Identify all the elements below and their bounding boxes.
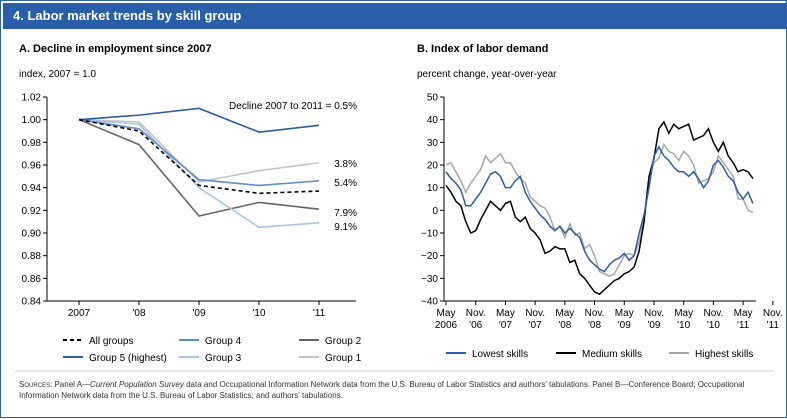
panel-b-series-line <box>445 143 754 277</box>
panel-b-y-tick-label: 50 <box>427 93 439 104</box>
sources-text-2: data and Occupational Information Networ… <box>19 380 745 400</box>
panel-a-series-line <box>78 118 320 187</box>
sources-note: Sources: Panel A—Current Population Surv… <box>19 379 774 401</box>
panel-b-x-tick-label: Nov. <box>644 308 664 319</box>
panel-b-x-tick-label: 2006 <box>435 320 458 331</box>
panel-b-x-tick-label: May <box>555 308 574 319</box>
panel-b-x-tick-label: '07 <box>499 320 512 331</box>
sources-text-1: Panel A— <box>52 380 91 389</box>
panel-a-series-line <box>78 107 320 133</box>
panel-a-legend-label: Group 1 <box>325 353 362 364</box>
panel-a-x-tick-label: '11 <box>313 308 326 319</box>
panel-a-legend-label: Group 2 <box>325 336 362 347</box>
panel-a-x-tick-label: '10 <box>252 308 265 319</box>
figure-title-bar: 4. Labor market trends by skill group <box>3 3 786 29</box>
panel-a-x-tick-label: '08 <box>132 308 145 319</box>
panel-a-x-tick-label: 2007 <box>68 308 91 319</box>
panel-b-x-tick-label: Nov. <box>585 308 605 319</box>
panel-b-x-tick-label: '08 <box>558 320 571 331</box>
panel-b-x-tick-label: '10 <box>677 320 690 331</box>
panel-a-series-line <box>78 118 320 195</box>
panel-b-x-tick-label: May <box>674 308 693 319</box>
panel-b-unit-label: percent change, year-over-year <box>417 69 557 80</box>
panel-b-x-tick-label: Nov. <box>525 308 545 319</box>
panel-a-y-tick-label: 1.00 <box>22 115 42 126</box>
panel-b-y-tick-label: 0 <box>432 206 438 217</box>
panel-b-y-tick-label: −40 <box>421 297 438 308</box>
panel-b-x-tick-label: '11 <box>767 320 780 331</box>
panel-b-x-tick-label: '09 <box>618 320 631 331</box>
panel-b-x-tick-label: '10 <box>707 320 720 331</box>
panel-b-title: B. Index of labor demand <box>417 43 549 55</box>
panel-b-y-tick-label: 40 <box>427 115 439 126</box>
panel-b-y-tick-label: 10 <box>427 183 439 194</box>
panel-a-y-tick-label: 0.92 <box>22 206 42 217</box>
panel-b-legend-label: Highest skills <box>695 349 753 360</box>
panel-b-x-tick-label: '11 <box>737 320 750 331</box>
panel-a-series-line <box>78 118 320 183</box>
panel-a-y-tick-label: 1.02 <box>22 93 42 104</box>
panel-b-x-tick-label: Nov. <box>703 308 723 319</box>
panel-a-y-tick-label: 0.90 <box>22 229 42 240</box>
panel-b-series-line <box>445 145 754 273</box>
panel-b-x-tick-label: May <box>734 308 753 319</box>
panel-a-y-tick-label: 0.96 <box>22 161 42 172</box>
panel-b-y-tick-label: −10 <box>421 229 438 240</box>
panel-b-x-tick-label: '09 <box>647 320 660 331</box>
sources-prefix: Sources: <box>19 380 53 389</box>
panel-a-legend-label: Group 4 <box>205 336 242 347</box>
panel-b-y-tick-label: 30 <box>427 138 439 149</box>
panel-a-series-line <box>78 118 320 229</box>
panel-a-title: A. Decline in employment since 2007 <box>19 43 212 55</box>
panel-b-x-tick-label: '08 <box>588 320 601 331</box>
panel-a-y-tick-label: 0.94 <box>22 183 42 194</box>
panel-a-annotation: 9.1% <box>334 222 357 233</box>
panel-b-x-tick-label: May <box>437 308 456 319</box>
panel-a-legend-label: Group 5 (highest) <box>89 353 167 364</box>
panel-a-series-line <box>78 118 320 217</box>
panel-b-x-tick-label: '06 <box>469 320 482 331</box>
panel-a-annotation: 7.9% <box>334 208 357 219</box>
panel-a-y-tick-label: 0.84 <box>22 297 42 308</box>
panel-b-x-tick-label: Nov. <box>763 308 783 319</box>
panel-a-unit-label: index, 2007 = 1.0 <box>19 69 97 80</box>
panel-a-annotation: 3.8% <box>334 159 357 170</box>
panel-b-x-tick-label: Nov. <box>466 308 486 319</box>
panel-b-y-tick-label: 20 <box>427 161 439 172</box>
panel-a-x-tick-label: '09 <box>192 308 205 319</box>
panel-b-x-tick-label: May <box>496 308 515 319</box>
panel-a-legend-label: All groups <box>89 336 133 347</box>
panel-b-series-line <box>445 120 754 296</box>
panel-b-x-tick-label: '07 <box>529 320 542 331</box>
sources-italic: Current Population Survey <box>90 380 184 389</box>
panel-b-y-tick-label: −30 <box>421 274 438 285</box>
panel-b-legend-label: Medium skills <box>582 349 642 360</box>
panel-b-x-tick-label: May <box>615 308 634 319</box>
panel-b-legend-label: Lowest skills <box>472 349 528 360</box>
panel-a-y-tick-label: 0.86 <box>22 274 42 285</box>
panel-b-y-tick-label: −20 <box>421 251 438 262</box>
figure-title: 4. Labor market trends by skill group <box>13 8 242 23</box>
panel-a-y-tick-label: 0.98 <box>22 138 42 149</box>
panel-a-legend-label: Group 3 <box>205 353 242 364</box>
panel-a-y-tick-label: 0.88 <box>22 251 42 262</box>
panel-a-annotation: Decline 2007 to 2011 = 0.5% <box>229 101 357 112</box>
panel-a-annotation: 5.4% <box>334 178 357 189</box>
